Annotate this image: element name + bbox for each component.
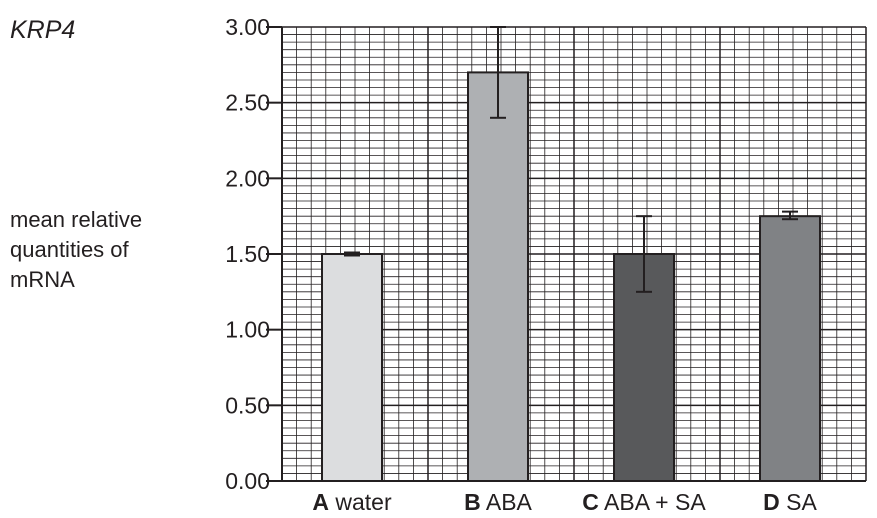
x-label-c: C ABA + SA xyxy=(582,489,706,515)
bar-d xyxy=(759,215,821,483)
y-axis-label: mean relative quantities of mRNA xyxy=(10,205,210,295)
category-letter: C xyxy=(582,489,599,515)
y-tick-label: 1.00 xyxy=(225,317,270,343)
y-axis-label-line-2: quantities of xyxy=(10,237,129,262)
chart-title: KRP4 xyxy=(10,16,76,44)
category-letter: B xyxy=(464,489,481,515)
category-name: water xyxy=(329,489,392,515)
y-tick-label: 0.00 xyxy=(225,468,270,494)
y-tick-labels: 0.00 0.50 1.00 1.50 2.00 2.50 3.00 xyxy=(225,14,270,494)
error-bars xyxy=(344,26,798,293)
y-tick-label: 2.50 xyxy=(225,90,270,116)
axes xyxy=(266,26,866,482)
category-letter: A xyxy=(312,489,329,515)
x-label-d: D SA xyxy=(763,489,817,515)
y-tick-label: 1.50 xyxy=(225,241,270,267)
category-letter: D xyxy=(763,489,780,515)
y-axis-label-line-1: mean relative xyxy=(10,207,143,232)
x-category-labels: A water B ABA C ABA + SA D SA xyxy=(312,489,817,515)
bar-b xyxy=(467,71,529,483)
x-label-a: A water xyxy=(312,489,392,515)
y-tick-label: 3.00 xyxy=(225,14,270,40)
bar-a xyxy=(321,253,383,482)
y-axis-label-line-3: mRNA xyxy=(10,267,75,292)
category-name: ABA xyxy=(481,489,533,515)
category-name: ABA + SA xyxy=(599,489,706,515)
x-label-b: B ABA xyxy=(464,489,532,515)
y-tick-label: 2.00 xyxy=(225,165,270,191)
bars xyxy=(321,71,821,483)
y-tick-label: 0.50 xyxy=(225,392,270,418)
category-name: SA xyxy=(780,489,818,515)
